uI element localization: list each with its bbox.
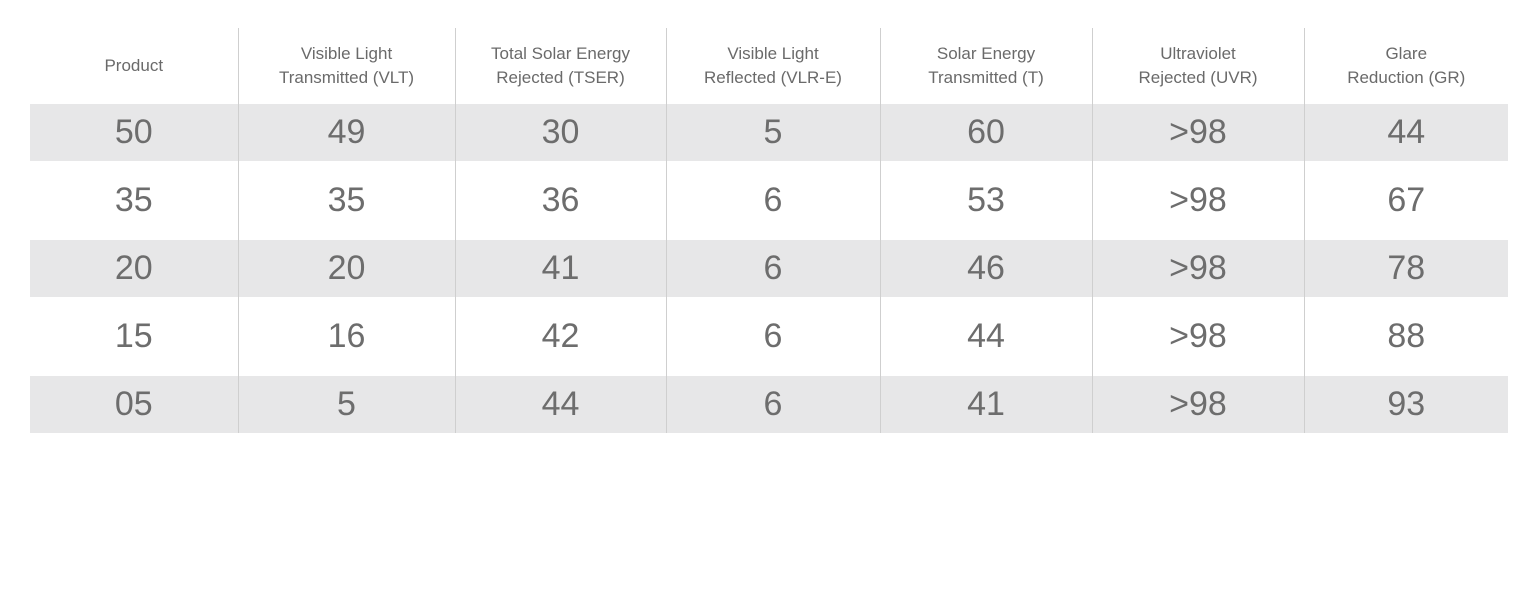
value-cell: 44: [454, 376, 666, 433]
header-line: Transmitted (T): [928, 68, 1044, 87]
header-line: Glare: [1385, 44, 1428, 63]
value-cell: 5: [665, 104, 880, 172]
value-cell: 46: [879, 240, 1092, 308]
value-cell: >98: [1091, 376, 1304, 433]
value-cell: >98: [1091, 172, 1304, 240]
value-cell: 16: [237, 308, 455, 376]
column-header-uvr: Ultraviolet Rejected (UVR): [1091, 28, 1304, 104]
table-row: 05 5 44 6 41 >98 93: [30, 376, 1508, 433]
header-line: Solar Energy: [936, 44, 1036, 63]
value-cell: 93: [1303, 376, 1508, 433]
value-cell: 49: [237, 104, 455, 172]
value-cell: 5: [237, 376, 455, 433]
value-cell: 44: [879, 308, 1092, 376]
product-cell: 50: [30, 104, 238, 172]
value-cell: 88: [1303, 308, 1508, 376]
column-header-tser: Total Solar Energy Rejected (TSER): [454, 28, 666, 104]
value-cell: 67: [1303, 172, 1508, 240]
table-row: 35 35 36 6 53 >98 67: [30, 172, 1508, 240]
value-cell: 36: [454, 172, 666, 240]
header-line: Ultraviolet: [1160, 44, 1236, 63]
column-header-vlr-e: Visible Light Reflected (VLR-E): [665, 28, 880, 104]
spec-table-container: Product Visible Light Transmitted (VLT) …: [30, 28, 1508, 433]
value-cell: 6: [665, 240, 880, 308]
window-film-spec-table: Product Visible Light Transmitted (VLT) …: [30, 28, 1508, 433]
value-cell: 30: [454, 104, 666, 172]
value-cell: 6: [665, 172, 880, 240]
value-cell: 53: [879, 172, 1092, 240]
header-line: Reflected (VLR-E): [704, 68, 842, 87]
value-cell: 6: [665, 308, 880, 376]
value-cell: 42: [454, 308, 666, 376]
column-header-t: Solar Energy Transmitted (T): [879, 28, 1092, 104]
value-cell: >98: [1091, 308, 1304, 376]
value-cell: 44: [1303, 104, 1508, 172]
value-cell: 35: [237, 172, 455, 240]
value-cell: >98: [1091, 240, 1304, 308]
header-line: Rejected (TSER): [496, 68, 625, 87]
header-line: Rejected (UVR): [1138, 68, 1258, 87]
value-cell: 41: [879, 376, 1092, 433]
value-cell: 20: [237, 240, 455, 308]
header-row: Product Visible Light Transmitted (VLT) …: [30, 28, 1508, 104]
value-cell: 6: [665, 376, 880, 433]
value-cell: 41: [454, 240, 666, 308]
table-row: 15 16 42 6 44 >98 88: [30, 308, 1508, 376]
value-cell: 78: [1303, 240, 1508, 308]
column-header-gr: Glare Reduction (GR): [1303, 28, 1508, 104]
product-cell: 35: [114, 181, 153, 219]
value-cell: 60: [879, 104, 1092, 172]
value-cell: >98: [1091, 104, 1304, 172]
header-line: Reduction (GR): [1347, 68, 1466, 87]
column-header-product: Product: [30, 28, 238, 104]
header-line: Transmitted (VLT): [278, 68, 415, 87]
header-line: Visible Light: [300, 44, 393, 63]
header-line: Total Solar Energy: [491, 44, 630, 63]
table-row: 50 49 30 5 60 >98 44: [30, 104, 1508, 172]
header-line: Visible Light: [727, 44, 819, 63]
product-cell: 20: [30, 240, 238, 308]
product-cell: 15: [114, 317, 153, 355]
header-line: Product: [104, 56, 164, 75]
product-cell: 05: [30, 376, 238, 433]
column-header-vlt: Visible Light Transmitted (VLT): [237, 28, 455, 104]
table-row: 20 20 41 6 46 >98 78: [30, 240, 1508, 308]
